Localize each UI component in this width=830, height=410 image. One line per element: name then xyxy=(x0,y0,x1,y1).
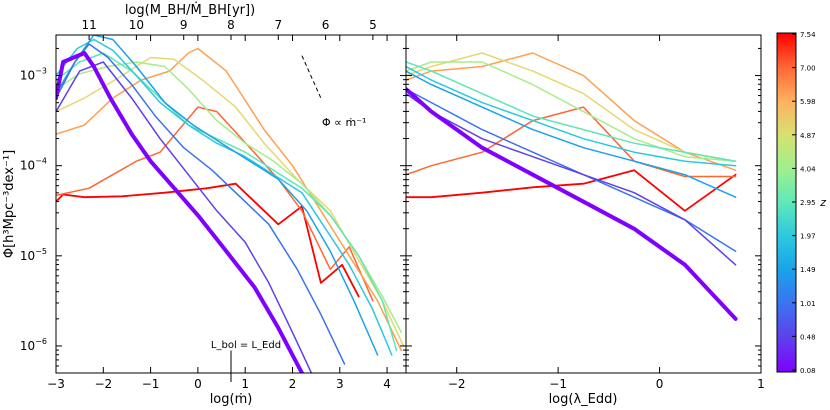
left-x-axis-label: log(ṁ) xyxy=(210,392,253,407)
colorbar-tick-label: 7.54 xyxy=(800,31,816,39)
left-series-z-7_54 xyxy=(56,182,360,298)
y-tick-label: 10−3 xyxy=(20,67,47,83)
right-x-axis-label: log(λ_Edd) xyxy=(549,392,618,407)
left-series-z-7_00 xyxy=(56,106,374,302)
colorbar-tick-label: 7.00 xyxy=(800,65,816,73)
colorbar-tick-label: 2.95 xyxy=(800,199,816,207)
y-tick-label: 10−6 xyxy=(20,337,47,353)
colorbar-tick-label: 0.48 xyxy=(800,333,816,341)
left-xtick-label: 1 xyxy=(241,377,249,391)
top-axis-tick-label: 11 xyxy=(81,18,96,32)
right-xtick-label: −1 xyxy=(549,377,567,391)
left-xtick-label: 3 xyxy=(336,377,344,391)
top-axis-tick-label: 5 xyxy=(369,18,377,32)
left-series-z-4_87 xyxy=(56,56,405,347)
right-frame xyxy=(405,34,762,374)
colorbar-tick-label: 0.08 xyxy=(800,367,816,375)
right-xtick-label: 1 xyxy=(757,377,765,391)
left-panel: 10−3 10−4 10−5 10−6 −3 −2 −1 0 1 2 3 4 11 10 9 8 7 6 5 l… xyxy=(20,2,407,407)
right-y-ticks xyxy=(406,47,761,367)
left-series-z-0_48 xyxy=(56,61,313,373)
left-xtick-label: 4 xyxy=(383,377,391,391)
slope-guide-line xyxy=(301,55,322,99)
left-xtick-label: −1 xyxy=(142,377,160,391)
left-series-group xyxy=(56,35,405,373)
left-x-ticks: −3 −2 −1 0 1 2 3 4 xyxy=(47,35,391,391)
right-panel: −2 −1 0 1 log(λ_Edd) xyxy=(405,34,765,407)
top-axis-tick-label: 9 xyxy=(180,18,188,32)
left-xtick-label: 0 xyxy=(194,377,202,391)
right-xtick-label: −2 xyxy=(448,377,466,391)
top-axis-tick-label: 6 xyxy=(322,18,330,32)
colorbar-tick-label: 1.01 xyxy=(800,300,816,308)
top-axis-tick-label: 7 xyxy=(274,18,282,32)
right-series-z-4_04 xyxy=(406,61,737,162)
left-series-z-2_95 xyxy=(56,52,398,352)
left-series-z-1_01 xyxy=(56,43,346,365)
right-series-z-7_54 xyxy=(406,169,737,212)
right-series-z-0_48 xyxy=(406,92,737,266)
top-axis-label: log(M_BH/Ṁ_BH[yr]) xyxy=(125,2,255,18)
left-xtick-label: 2 xyxy=(289,377,297,391)
top-axis-tick-label: 8 xyxy=(227,18,235,32)
y-axis-label: Φ[h³Mpc⁻³dex⁻¹] xyxy=(2,150,17,258)
y-tick-label: 10−5 xyxy=(20,247,47,263)
colorbar-tick-label: 1.49 xyxy=(800,266,816,274)
left-series-z-1_97 xyxy=(56,38,393,356)
right-series-z-1_49 xyxy=(406,70,737,198)
right-xtick-label: 0 xyxy=(656,377,664,391)
eddington-annotation: L_bol = L_Edd xyxy=(211,340,281,351)
colorbar-ticks: 7.54 7.00 5.98 4.87 4.04 2.95 1.97 1.49 1.01 0.48… xyxy=(792,31,816,375)
colorbar-tick-label: 4.87 xyxy=(800,132,816,140)
colorbar-tick-label: 5.98 xyxy=(800,98,816,106)
right-series-z-0_08 xyxy=(406,87,738,321)
colorbar-tick-label: 1.97 xyxy=(800,233,816,241)
right-series-z-5_98 xyxy=(406,52,737,171)
left-y-ticks: 10−3 10−4 10−5 10−6 xyxy=(20,47,406,367)
left-xtick-label: −2 xyxy=(94,377,112,391)
y-tick-label: 10−4 xyxy=(20,157,47,173)
left-series-z-5_98 xyxy=(56,47,403,352)
colorbar-tick-label: 4.04 xyxy=(800,165,816,173)
right-series-z-2_95 xyxy=(406,61,737,162)
right-series-z-7_00 xyxy=(406,106,737,178)
right-series-z-4_87 xyxy=(406,52,737,162)
left-top-ticks: 11 10 9 8 7 6 5 xyxy=(81,18,377,40)
right-series-group xyxy=(406,52,738,321)
right-x-ticks: −2 −1 0 1 xyxy=(448,35,765,391)
colorbar: 7.54 7.00 5.98 4.87 4.04 2.95 1.97 1.49 1.01 0.48… xyxy=(776,31,826,375)
left-series-z-1_49 xyxy=(56,35,379,356)
top-axis-tick-label: 10 xyxy=(129,18,144,32)
slope-annotation: Φ ∝ ṁ⁻¹ xyxy=(322,116,366,129)
colorbar-label: z xyxy=(819,196,826,209)
left-xtick-label: −3 xyxy=(47,377,65,391)
right-series-z-1_97 xyxy=(406,65,737,167)
left-frame xyxy=(55,34,407,374)
left-series-z-0_08 xyxy=(56,51,305,373)
